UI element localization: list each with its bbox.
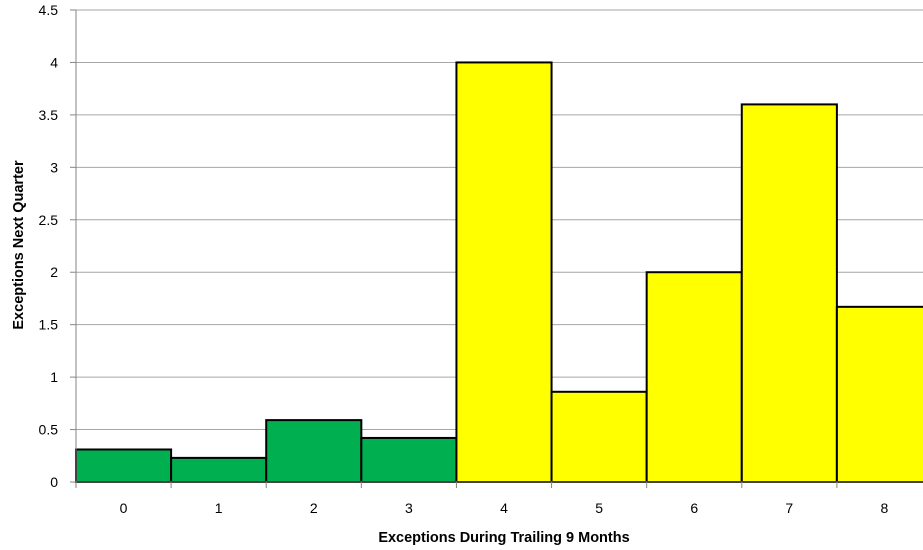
x-tick-label: 4 [500, 500, 508, 516]
y-tick-label: 1 [50, 369, 58, 385]
x-tick-label: 2 [310, 500, 318, 516]
y-tick-label: 4.5 [39, 2, 59, 18]
bar [835, 305, 923, 483]
y-tick-labels: 0 0.5 1 1.5 2 2.5 3 3.5 4 4.5 [39, 2, 59, 490]
x-tick-label: 1 [215, 500, 223, 516]
bar [170, 456, 268, 483]
x-tick-label: 6 [690, 500, 698, 516]
y-tick-label: 2 [50, 264, 58, 280]
y-tick-label: 4 [50, 54, 58, 70]
y-tick-label: 0 [50, 474, 58, 490]
x-axis-title: Exceptions During Trailing 9 Months [378, 530, 629, 546]
bars [75, 61, 923, 484]
axes [70, 9, 923, 488]
y-tick-label: 1.5 [39, 317, 59, 333]
y-tick-label: 0.5 [39, 422, 59, 438]
x-tick-label: 0 [120, 500, 128, 516]
x-tick-label: 5 [595, 500, 603, 516]
bar [550, 390, 648, 484]
y-axis-title: Exceptions Next Quarter [11, 160, 27, 330]
bar [360, 436, 458, 483]
y-tick-label: 2.5 [39, 212, 59, 228]
x-tick-label: 7 [785, 500, 793, 516]
bar [740, 103, 838, 484]
bar [645, 271, 743, 483]
bar [265, 419, 363, 484]
bar [75, 448, 173, 483]
x-tick-labels: 0 1 2 3 4 5 6 7 8 [120, 500, 889, 516]
x-tick-label: 3 [405, 500, 413, 516]
bar [455, 61, 553, 483]
y-tick-label: 3 [50, 159, 58, 175]
y-tick-label: 3.5 [39, 107, 59, 123]
x-tick-label: 8 [881, 500, 889, 516]
